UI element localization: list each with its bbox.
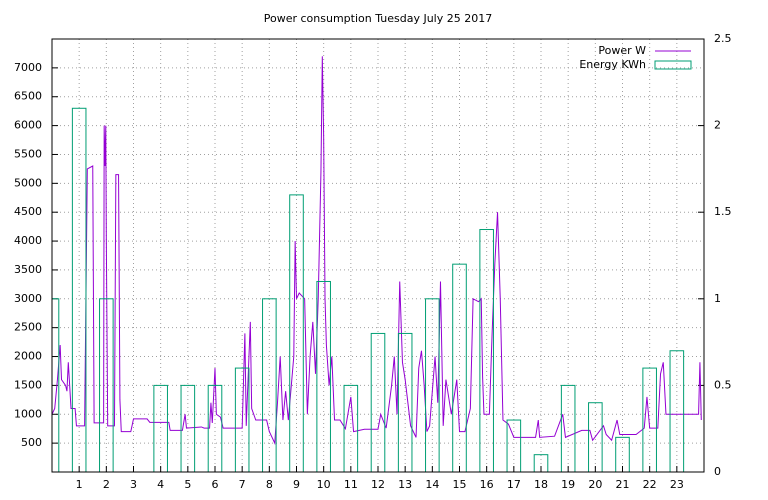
y-tick-label: 5500: [14, 147, 42, 160]
energy-box: [71, 107, 87, 472]
y-tick-label: 5000: [14, 176, 42, 189]
x-tick-label: 8: [266, 478, 273, 491]
chart-title: Power consumption Tuesday July 25 2017: [264, 12, 493, 25]
x-tick-label: 23: [670, 478, 684, 491]
x-tick-label: 17: [507, 478, 521, 491]
x-tick-label: 10: [317, 478, 331, 491]
energy-box: [52, 298, 60, 472]
energy-box: [452, 263, 467, 472]
y-tick-label: 4500: [14, 205, 42, 218]
y-tick-label: 1000: [14, 407, 42, 420]
x-tick-label: 16: [480, 478, 494, 491]
y-tick-label: 6000: [14, 119, 42, 132]
energy-box: [289, 194, 304, 472]
energy-box: [588, 402, 603, 472]
x-tick-label: 15: [453, 478, 467, 491]
x-tick-label: 11: [344, 478, 358, 491]
x-tick-label: 19: [561, 478, 575, 491]
energy-box: [397, 332, 413, 472]
y-tick-label: 3000: [14, 292, 42, 305]
y2-tick-label: 2.5: [714, 32, 732, 45]
y2-tick-label: 2: [714, 119, 721, 132]
x-tick-label: 18: [534, 478, 548, 491]
x-tick-label: 5: [184, 478, 191, 491]
y-tick-label: 4000: [14, 234, 42, 247]
x-tick-label: 7: [239, 478, 246, 491]
y2-tick-label: 0: [714, 465, 721, 478]
x-tick-label: 21: [616, 478, 630, 491]
x-tick-label: 9: [293, 478, 300, 491]
x-tick-label: 3: [130, 478, 137, 491]
y2-tick-label: 1: [714, 292, 721, 305]
y-tick-label: 2500: [14, 321, 42, 334]
y2-tick-label: 0.5: [714, 378, 732, 391]
y-tick-label: 6500: [14, 90, 42, 103]
x-tick-label: 2: [103, 478, 110, 491]
x-tick-label: 22: [643, 478, 657, 491]
x-tick-label: 6: [212, 478, 219, 491]
x-tick-label: 14: [425, 478, 439, 491]
y-tick-label: 2000: [14, 350, 42, 363]
legend-label: Power W: [598, 44, 646, 57]
power-line: [52, 56, 702, 446]
energy-box: [479, 229, 494, 472]
y-tick-label: 500: [21, 436, 42, 449]
energy-box: [669, 350, 685, 472]
y-tick-label: 7000: [14, 61, 42, 74]
x-tick-label: 1: [76, 478, 83, 491]
legend-label: Energy KWh: [579, 58, 646, 71]
x-tick-label: 12: [371, 478, 385, 491]
legend-swatch: [654, 60, 692, 70]
y-tick-label: 1500: [14, 378, 42, 391]
x-tick-label: 20: [588, 478, 602, 491]
x-tick-label: 4: [157, 478, 164, 491]
x-tick-label: 13: [398, 478, 412, 491]
plot-border: [51, 38, 705, 473]
energy-box: [370, 332, 386, 472]
energy-box: [316, 280, 331, 472]
y2-tick-label: 1.5: [714, 205, 732, 218]
energy-box: [506, 419, 522, 472]
y-tick-label: 3500: [14, 263, 42, 276]
